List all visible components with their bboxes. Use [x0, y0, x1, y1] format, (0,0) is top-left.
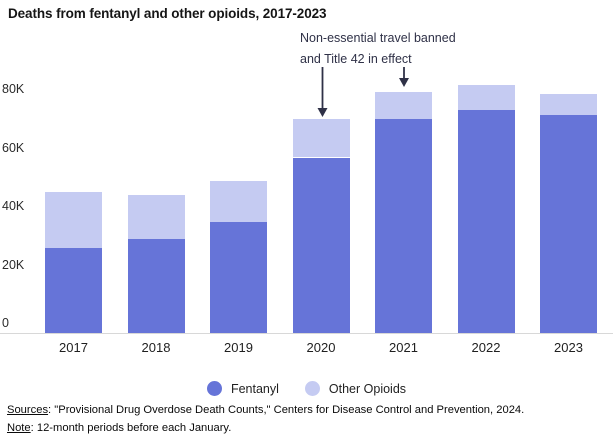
bar-segment-fentanyl-2021 — [375, 119, 432, 333]
sources-text: : "Provisional Drug Overdose Death Count… — [48, 404, 525, 416]
chart-title: Deaths from fentanyl and other opioids, … — [8, 6, 327, 21]
sources-line: Sources: "Provisional Drug Overdose Deat… — [7, 401, 524, 419]
x-axis-label-2019: 2019 — [224, 340, 253, 355]
bar-segment-fentanyl-2023 — [540, 115, 597, 333]
bar-segment-other-opioids-2022 — [457, 84, 515, 110]
bar-segment-other-opioids-2019 — [210, 180, 267, 222]
legend: Fentanyl Other Opioids — [0, 381, 613, 396]
footer-notes: Sources: "Provisional Drug Overdose Deat… — [7, 401, 524, 437]
x-axis-label-2020: 2020 — [306, 340, 336, 355]
note-line: Note: 12-month periods before each Janua… — [7, 419, 524, 437]
down-arrow-icon-2021 — [399, 67, 409, 87]
y-tick-label-60K: 60K — [2, 140, 25, 155]
note-text: : 12-month periods before each January. — [30, 422, 232, 434]
x-axis-line — [0, 333, 613, 334]
bar-segment-fentanyl-2017 — [45, 248, 102, 333]
bar-segment-fentanyl-2019 — [210, 221, 267, 333]
x-axis-label-2018: 2018 — [141, 340, 171, 355]
bar-segment-fentanyl-2018 — [127, 239, 185, 333]
bar-segment-other-opioids-2017 — [45, 192, 102, 249]
x-axis-label-2023: 2023 — [554, 340, 583, 355]
legend-label-fentanyl: Fentanyl — [230, 381, 279, 396]
sources-label: Sources — [7, 404, 49, 416]
legend-label-other-opioids: Other Opioids — [328, 381, 407, 396]
bar-segment-other-opioids-2023 — [540, 94, 597, 116]
y-tick-label-0: 0 — [2, 316, 9, 330]
legend-swatch-fentanyl-icon — [206, 381, 222, 396]
legend-item-other-opioids: Other Opioids — [304, 381, 407, 396]
note-label: Note — [7, 422, 31, 434]
x-axis-label-2022: 2022 — [471, 340, 501, 355]
bar-segment-other-opioids-2018 — [127, 194, 185, 240]
legend-swatch-other-opioids-icon — [304, 381, 320, 396]
bar-segment-other-opioids-2020 — [292, 119, 350, 158]
y-tick-label-80K: 80K — [2, 82, 25, 96]
annotation-line-2: and Title 42 in effect — [300, 52, 412, 66]
bar-segment-fentanyl-2020 — [292, 157, 350, 333]
bar-segment-fentanyl-2022 — [457, 109, 515, 333]
annotation-text: Non-essential travel banned and Title 42… — [300, 28, 456, 70]
y-tick-label-20K: 20K — [2, 257, 25, 272]
down-arrow-icon-2020 — [317, 67, 328, 117]
bar-segment-other-opioids-2021 — [375, 91, 432, 120]
legend-item-fentanyl: Fentanyl — [206, 381, 279, 396]
annotation-line-1: Non-essential travel banned — [300, 31, 456, 45]
x-axis-label-2021: 2021 — [389, 340, 418, 355]
x-axis-label-2017: 2017 — [59, 340, 88, 355]
y-tick-label-40K: 40K — [2, 199, 25, 213]
